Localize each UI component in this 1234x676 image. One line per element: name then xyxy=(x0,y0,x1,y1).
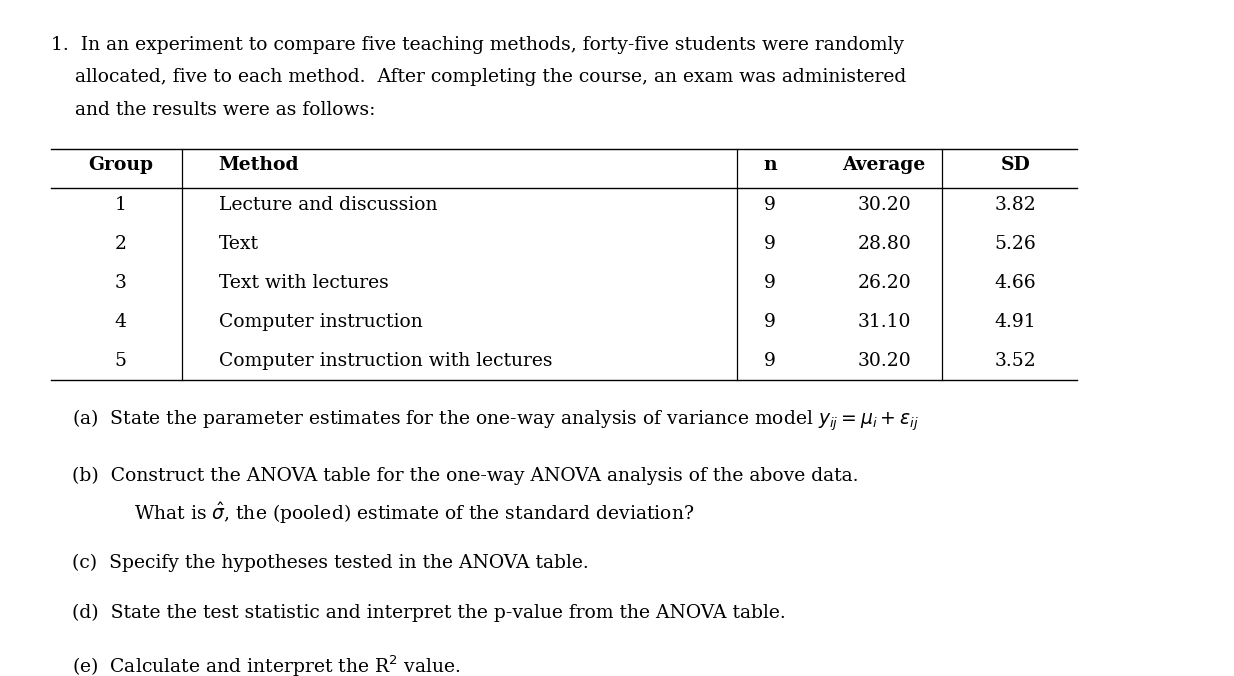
Text: 2: 2 xyxy=(115,235,127,254)
Text: Text: Text xyxy=(218,235,259,254)
Text: 3: 3 xyxy=(115,274,127,292)
Text: (d)  State the test statistic and interpret the p-value from the ANOVA table.: (d) State the test statistic and interpr… xyxy=(72,604,785,622)
Text: 4.91: 4.91 xyxy=(995,313,1037,331)
Text: 9: 9 xyxy=(764,235,776,254)
Text: 9: 9 xyxy=(764,352,776,370)
Text: 9: 9 xyxy=(764,196,776,214)
Text: SD: SD xyxy=(1001,155,1030,174)
Text: n: n xyxy=(764,155,777,174)
Text: 1.  In an experiment to compare five teaching methods, forty-five students were : 1. In an experiment to compare five teac… xyxy=(51,36,903,53)
Text: 9: 9 xyxy=(764,313,776,331)
Text: 3.82: 3.82 xyxy=(995,196,1037,214)
Text: allocated, five to each method.  After completing the course, an exam was admini: allocated, five to each method. After co… xyxy=(51,68,906,87)
Text: (b)  Construct the ANOVA table for the one-way ANOVA analysis of the above data.: (b) Construct the ANOVA table for the on… xyxy=(72,466,858,485)
Text: (e)  Calculate and interpret the R$^2$ value.: (e) Calculate and interpret the R$^2$ va… xyxy=(72,653,460,676)
Text: 3.52: 3.52 xyxy=(995,352,1037,370)
Text: 26.20: 26.20 xyxy=(858,274,911,292)
Text: Average: Average xyxy=(843,155,926,174)
Text: Text with lectures: Text with lectures xyxy=(218,274,389,292)
Text: 30.20: 30.20 xyxy=(858,352,911,370)
Text: and the results were as follows:: and the results were as follows: xyxy=(51,101,375,119)
Text: (a)  State the parameter estimates for the one-way analysis of variance model $y: (a) State the parameter estimates for th… xyxy=(72,408,918,433)
Text: Group: Group xyxy=(88,155,153,174)
Text: Lecture and discussion: Lecture and discussion xyxy=(218,196,437,214)
Text: 9: 9 xyxy=(764,274,776,292)
Text: What is $\hat{\sigma}$, the (pooled) estimate of the standard deviation?: What is $\hat{\sigma}$, the (pooled) est… xyxy=(135,500,695,527)
Text: (c)  Specify the hypotheses tested in the ANOVA table.: (c) Specify the hypotheses tested in the… xyxy=(72,554,589,572)
Text: 28.80: 28.80 xyxy=(858,235,911,254)
Text: 31.10: 31.10 xyxy=(858,313,911,331)
Text: 1: 1 xyxy=(115,196,127,214)
Text: Computer instruction with lectures: Computer instruction with lectures xyxy=(218,352,552,370)
Text: 4.66: 4.66 xyxy=(995,274,1037,292)
Text: Computer instruction: Computer instruction xyxy=(218,313,422,331)
Text: 5.26: 5.26 xyxy=(995,235,1037,254)
Text: 5: 5 xyxy=(115,352,127,370)
Text: 30.20: 30.20 xyxy=(858,196,911,214)
Text: 4: 4 xyxy=(115,313,127,331)
Text: Method: Method xyxy=(218,155,300,174)
